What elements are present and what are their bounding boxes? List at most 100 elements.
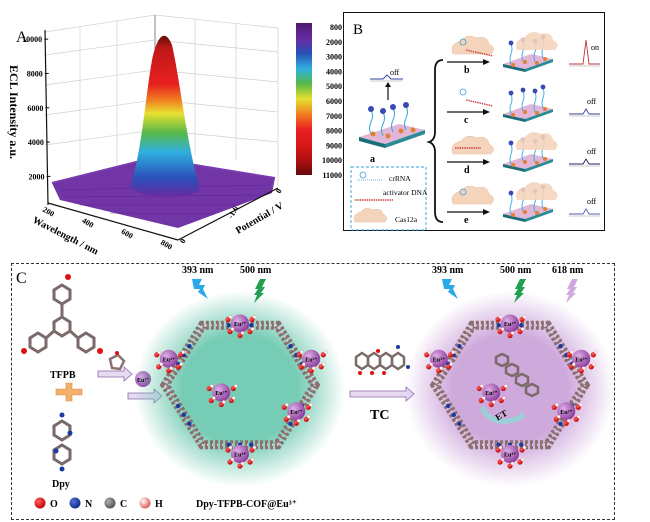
electrode <box>503 54 553 69</box>
signal-state-label: off <box>587 97 597 106</box>
tc-bound: ET <box>479 352 540 424</box>
legend-atom-c: C <box>104 497 127 510</box>
z-ticks: 2000 4000 6000 8000 10000 <box>22 35 51 181</box>
light-bolt-icon <box>192 279 208 299</box>
eu-ion: Eu³⁺ <box>206 383 238 408</box>
colorbar-tick-label: 10000 <box>322 156 342 165</box>
row-letter: d <box>464 165 470 176</box>
x-tick-label: 600 <box>120 227 135 241</box>
product-name: Dpy-TFPB-COF@Eu³⁺ <box>196 499 297 510</box>
svg-text:Eu³⁺: Eu³⁺ <box>575 357 587 363</box>
electrode <box>503 104 553 119</box>
eu-ion: Eu³⁺ <box>225 445 257 469</box>
legend-atom-h: H <box>139 497 163 510</box>
ecl-signal-trace <box>569 108 600 115</box>
legend-activator: activator DNA <box>355 188 428 201</box>
eu-ion: Eu³⁺ <box>495 314 527 339</box>
atom-icon <box>104 497 116 509</box>
colorbar-tick-label: 2000 <box>326 38 342 47</box>
wavelength-label: 500 nm <box>500 265 532 276</box>
cas12a-icon <box>451 35 494 55</box>
z-tick-label: 6000 <box>27 104 43 113</box>
eu-ion: Eu³⁺ <box>566 349 598 374</box>
panel-b <box>343 12 605 231</box>
energy-transfer-arrow <box>479 405 523 424</box>
tfpb-molecule <box>28 283 96 354</box>
brace <box>426 59 444 223</box>
legend-activator-label: activator DNA <box>383 188 428 197</box>
tc-label: TC <box>370 408 389 423</box>
light-bolt-icon <box>514 279 526 303</box>
pathway-row-e: e off <box>447 182 600 226</box>
state-a: off a <box>359 68 425 165</box>
panel-c-diagram: C TFPB Dpy Eu³⁺ Eu³⁺Eu³⁺Eu³⁺Eu³⁺Eu³⁺Eu³⁺… <box>16 265 615 510</box>
legend-crRNA-label: crRNA <box>389 174 411 183</box>
panel-a-label: A <box>16 29 28 46</box>
signal-state-label: off <box>587 197 597 206</box>
colorbar-tick-label: 800 <box>330 23 342 32</box>
tc-molecule <box>354 351 406 371</box>
svg-text:Eu³⁺: Eu³⁺ <box>234 453 246 459</box>
y-axis <box>177 187 279 241</box>
luminescence-glow <box>405 291 615 487</box>
colorbar-tick-label: 6000 <box>326 97 342 106</box>
crRNA-icon <box>459 38 467 46</box>
eu-ion: Eu³⁺ <box>296 349 328 374</box>
ecl-signal-trace <box>569 208 600 215</box>
pathway-row-c: c off <box>447 84 600 126</box>
svg-text:Eu³⁺: Eu³⁺ <box>504 453 516 459</box>
solvent-molecule <box>108 353 126 371</box>
legend-atom-n: N <box>69 497 93 510</box>
cas12a-icon <box>451 135 494 155</box>
panel-b-label: B <box>353 22 363 38</box>
panel-b-legend-box <box>350 166 427 231</box>
svg-text:Eu³⁺: Eu³⁺ <box>560 410 572 416</box>
atom-icon <box>139 497 151 509</box>
svg-text:Eu³⁺: Eu³⁺ <box>163 357 175 363</box>
atom-symbol: C <box>120 499 127 510</box>
colorbar-tick-label: 4000 <box>326 67 342 76</box>
wavelength-label: 500 nm <box>240 265 272 276</box>
light-bolt-icon <box>566 279 578 303</box>
z-tick-label: 4000 <box>28 138 44 147</box>
legend-cas12a-label: Cas12a <box>395 215 418 224</box>
wavelength-label: 618 nm <box>552 265 584 276</box>
legend-cas12a: Cas12a <box>354 208 418 224</box>
crRNA-icon <box>459 88 467 96</box>
pathway-row-b: b on <box>447 32 600 76</box>
state-a-signal: off <box>390 68 400 77</box>
panel-b-diagram: B off a crRNA activator DNA Cas12a b on c o… <box>350 22 600 231</box>
arrow-tc <box>349 386 415 402</box>
x-tick-label: 400 <box>80 216 95 230</box>
x-tick-label: 200 <box>41 205 56 219</box>
colorbar-tick-label: 9000 <box>326 141 342 150</box>
z-tick-label: 8000 <box>27 69 43 78</box>
eu-ion: Eu³⁺ <box>495 445 527 469</box>
colorbar-tick-label: 8000 <box>326 127 342 136</box>
legend-crRNA: crRNA <box>357 171 411 183</box>
colorbar <box>296 23 312 175</box>
atom-icon <box>69 497 81 509</box>
z-axis-title: ECL Intensity a.u. <box>7 65 21 159</box>
electrode <box>503 154 553 169</box>
x-tick-label: 800 <box>159 238 174 252</box>
light-bolt-icon <box>442 279 458 299</box>
state-a-letter: a <box>370 154 375 165</box>
wavelength-label: 393 nm <box>182 265 214 276</box>
pathway-row-d: d off <box>447 132 600 176</box>
atom-symbol: N <box>85 499 93 510</box>
eu-ion: Eu³⁺ <box>154 349 186 374</box>
wavelength-label: 393 nm <box>432 265 464 276</box>
ecl-signal-trace <box>569 158 600 165</box>
electrode <box>503 204 553 219</box>
cof-eu-structure: Eu³⁺ Eu³⁺ Eu³⁺ Eu³⁺ Eu³⁺ Eu³⁺ 393 nm 500 nm <box>135 265 345 487</box>
x-axis <box>47 202 179 241</box>
eu-ion: Eu³⁺ <box>225 314 257 339</box>
row-letter: b <box>464 65 470 76</box>
svg-text:Eu³⁺: Eu³⁺ <box>504 322 516 328</box>
crRNA-icon <box>459 188 467 196</box>
svg-text:Eu³⁺: Eu³⁺ <box>433 357 445 363</box>
colorbar-tick-label: 7000 <box>326 112 342 121</box>
eu-ion: Eu³⁺ <box>281 402 313 426</box>
